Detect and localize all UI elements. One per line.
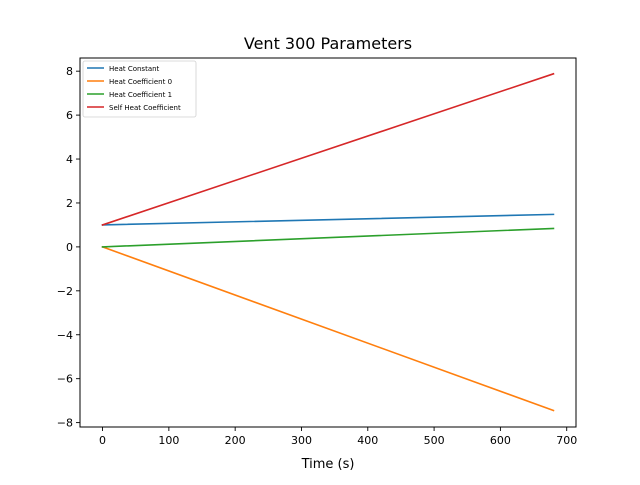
legend-label-0: Heat Constant xyxy=(109,65,160,73)
y-axis-ticks: −8 −6 −4 −2 0 2 4 6 8 xyxy=(57,65,80,430)
x-tick-label: 500 xyxy=(424,434,445,447)
x-tick-label: 0 xyxy=(99,434,106,447)
legend-frame xyxy=(82,60,197,118)
x-tick-label: 100 xyxy=(158,434,179,447)
series-line-3 xyxy=(101,72,555,226)
series-line-0 xyxy=(101,213,555,226)
legend: Heat Constant Heat Coefficient 0 Heat Coef… xyxy=(82,60,197,118)
y-tick-label: 4 xyxy=(66,153,73,166)
plot-frame xyxy=(79,57,577,428)
legend-label-1: Heat Coefficient 0 xyxy=(109,78,172,86)
x-tick-label: 400 xyxy=(357,434,378,447)
x-tick-label: 200 xyxy=(225,434,246,447)
y-tick-label: 8 xyxy=(66,65,73,78)
y-tick-label: 0 xyxy=(66,241,73,254)
y-tick-label: −6 xyxy=(57,373,73,386)
y-tick-label: −2 xyxy=(57,285,73,298)
series-line-1 xyxy=(101,245,555,412)
series-line-2 xyxy=(101,227,555,248)
x-tick-label: 600 xyxy=(490,434,511,447)
y-tick-label: −8 xyxy=(57,417,73,430)
series-lines xyxy=(101,72,555,412)
legend-label-3: Self Heat Coefficient xyxy=(109,104,181,112)
x-tick-label: 300 xyxy=(291,434,312,447)
x-tick-label: 700 xyxy=(556,434,577,447)
chart-title: Vent 300 Parameters xyxy=(244,34,412,53)
y-tick-label: −4 xyxy=(57,329,73,342)
y-tick-label: 2 xyxy=(66,197,73,210)
x-axis-ticks: 0 100 200 300 400 500 600 700 xyxy=(99,427,577,447)
x-axis-label: Time (s) xyxy=(301,457,355,472)
legend-label-2: Heat Coefficient 1 xyxy=(109,91,172,99)
y-tick-label: 6 xyxy=(66,109,73,122)
